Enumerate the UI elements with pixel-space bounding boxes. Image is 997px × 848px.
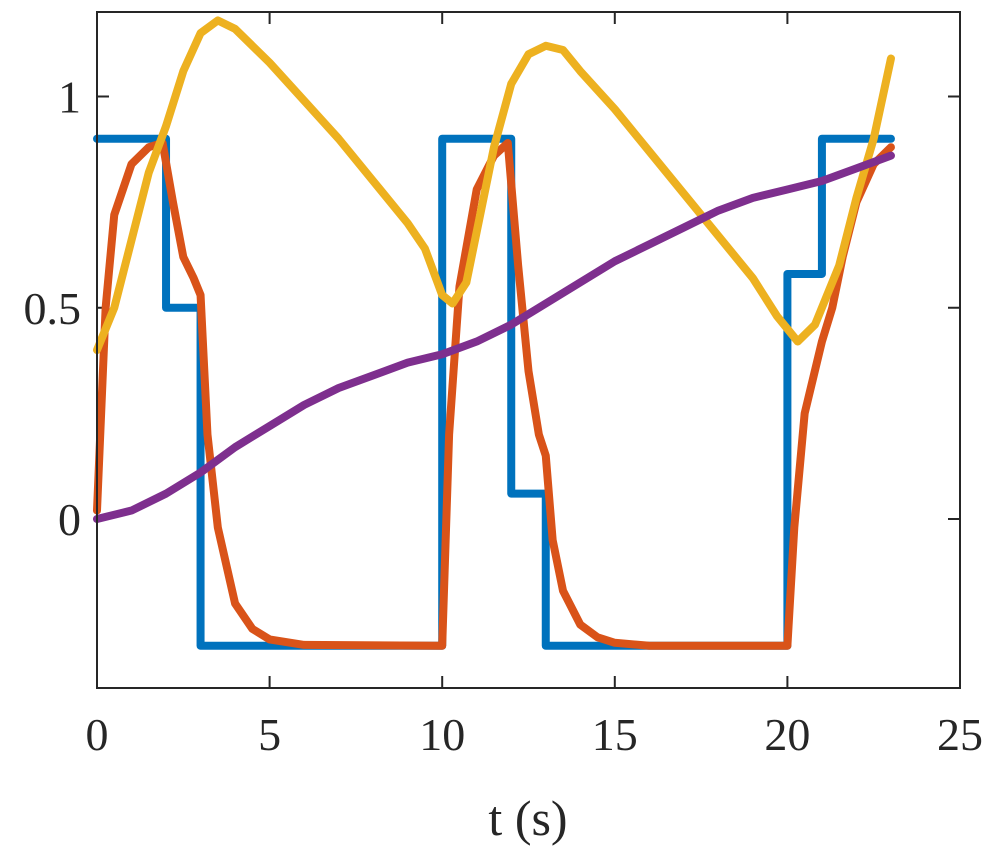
series-line	[93, 16, 895, 354]
series-line	[93, 134, 895, 650]
y-tick-label: 1	[58, 72, 81, 123]
x-tick-label: 10	[419, 709, 465, 760]
plot-frame	[96, 11, 961, 689]
x-axis-label: t (s)	[488, 790, 567, 846]
y-tick-label: 0.5	[24, 283, 82, 334]
y-tick-label: 0	[58, 494, 81, 545]
series-line	[93, 151, 895, 523]
x-tick-label: 20	[764, 709, 810, 760]
x-tick-label: 15	[592, 709, 638, 760]
x-tick-label: 5	[258, 709, 281, 760]
x-tick-label: 25	[937, 709, 983, 760]
series-line	[93, 138, 895, 650]
x-tick-label: 0	[86, 709, 109, 760]
